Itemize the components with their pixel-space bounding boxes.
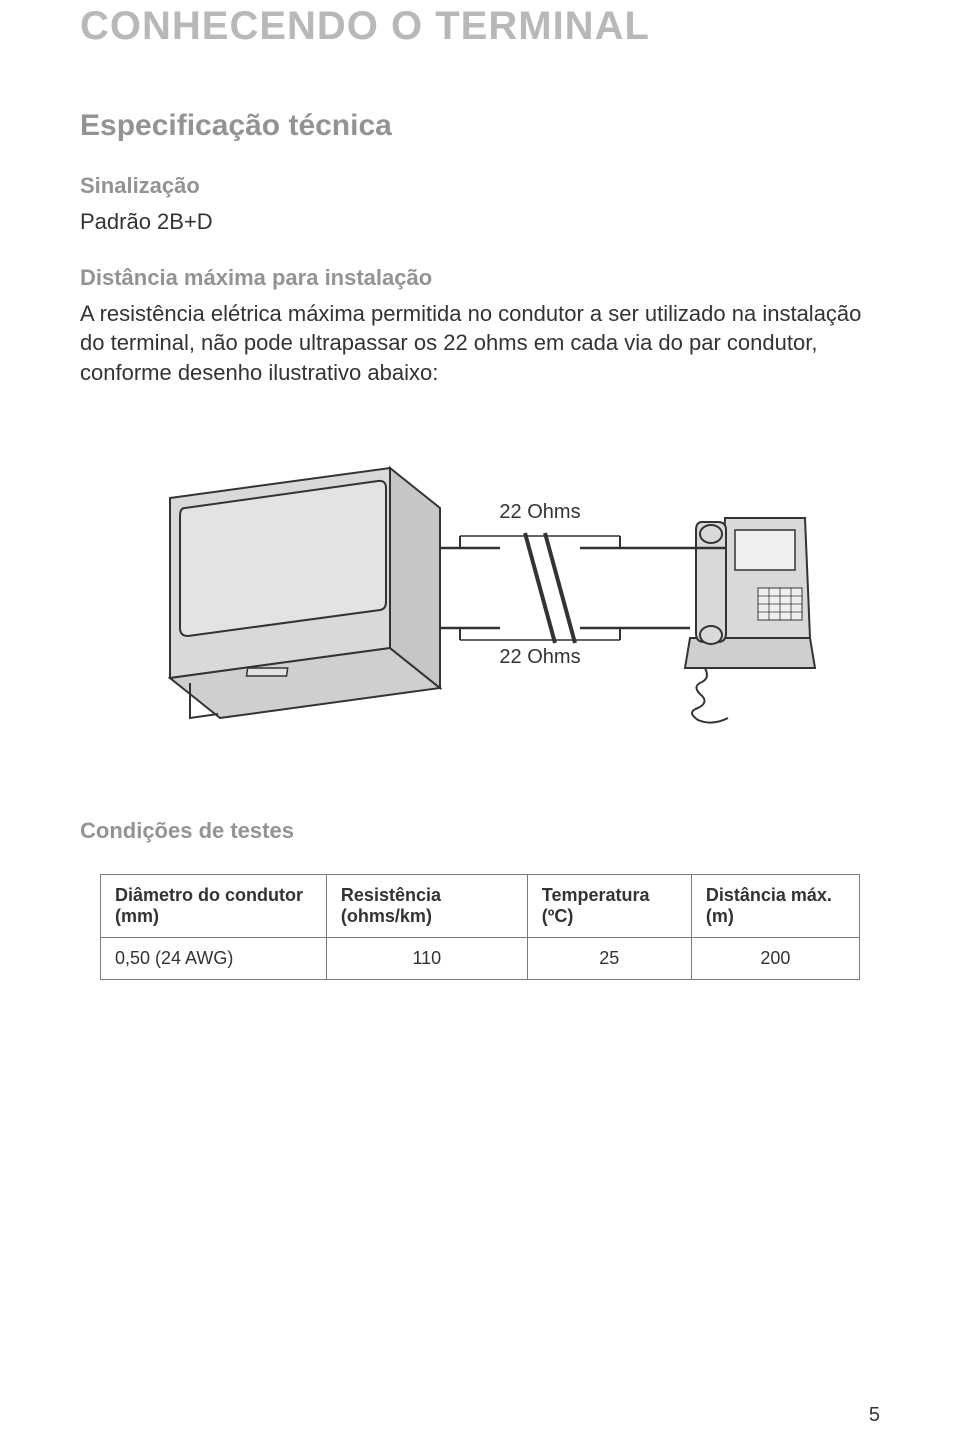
conditions-table: Diâmetro do condutor (mm) Resistência (o… [100, 874, 860, 980]
phone-cord [692, 668, 728, 723]
wiring-diagram-svg: 22 Ohms 22 Ohms [130, 438, 830, 768]
cell-resistance: 110 [326, 937, 527, 979]
cell-diameter: 0,50 (24 AWG) [101, 937, 327, 979]
col-distance: Distância máx. (m) [691, 874, 859, 937]
col-temperature: Temperatura (ºC) [527, 874, 691, 937]
pbx-side [390, 468, 440, 688]
conditions-heading: Condições de testes [80, 818, 880, 844]
wiring-diagram: 22 Ohms 22 Ohms [80, 438, 880, 768]
section-heading: Especificação técnica [80, 109, 880, 143]
phone-keypad [758, 588, 802, 620]
ohm-label-bottom: 22 Ohms [499, 646, 580, 668]
page-title: CONHECENDO O TERMINAL [80, 0, 880, 49]
col-resistance: Resistência (ohms/km) [326, 874, 527, 937]
col-diameter: Diâmetro do condutor (mm) [101, 874, 327, 937]
cell-distance: 200 [691, 937, 859, 979]
table-row: 0,50 (24 AWG) 110 25 200 [101, 937, 860, 979]
distance-body: A resistência elétrica máxima permitida … [80, 299, 880, 388]
signaling-heading: Sinalização [80, 173, 880, 199]
distance-heading: Distância máxima para instalação [80, 265, 880, 291]
pbx-front [180, 481, 386, 636]
table-header-row: Diâmetro do condutor (mm) Resistência (o… [101, 874, 860, 937]
phone-screen [735, 530, 795, 570]
ohm-label-top: 22 Ohms [499, 501, 580, 523]
pbx-slot [247, 668, 288, 676]
handset-ear [700, 525, 722, 543]
cell-temperature: 25 [527, 937, 691, 979]
document-page: CONHECENDO O TERMINAL Especificação técn… [0, 0, 960, 1455]
signaling-value: Padrão 2B+D [80, 207, 880, 237]
handset-mouth [700, 626, 722, 644]
page-number: 5 [869, 1404, 880, 1427]
